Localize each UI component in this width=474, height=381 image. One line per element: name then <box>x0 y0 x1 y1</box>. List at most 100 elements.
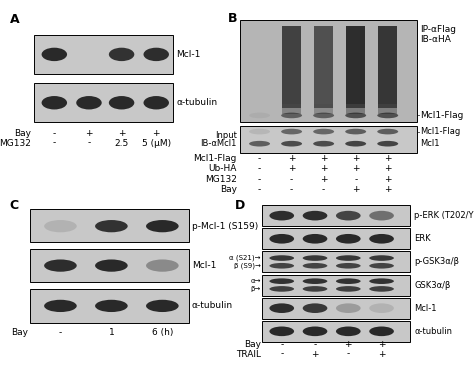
Ellipse shape <box>249 129 270 134</box>
Text: MG132: MG132 <box>205 175 237 184</box>
Ellipse shape <box>146 259 179 272</box>
Ellipse shape <box>76 96 102 109</box>
Ellipse shape <box>281 141 302 147</box>
Text: +: + <box>378 340 385 349</box>
Ellipse shape <box>269 255 294 261</box>
Bar <box>240 19 417 122</box>
Ellipse shape <box>269 211 294 221</box>
Bar <box>30 209 189 242</box>
Text: +: + <box>384 165 392 173</box>
Text: IP-αFlag: IP-αFlag <box>420 24 456 34</box>
Text: -: - <box>258 175 261 184</box>
Text: +: + <box>384 186 392 194</box>
Text: +: + <box>345 340 352 349</box>
Ellipse shape <box>369 303 394 313</box>
Bar <box>262 298 410 319</box>
Ellipse shape <box>377 113 398 118</box>
Ellipse shape <box>303 234 328 243</box>
Ellipse shape <box>144 48 169 61</box>
Ellipse shape <box>377 141 398 147</box>
Text: p-GSK3α/β: p-GSK3α/β <box>414 258 459 266</box>
Text: +: + <box>352 186 359 194</box>
Ellipse shape <box>95 300 128 312</box>
Text: +: + <box>288 154 295 163</box>
Text: +: + <box>288 165 295 173</box>
Text: 2.5: 2.5 <box>114 139 129 147</box>
Ellipse shape <box>144 96 169 109</box>
Text: 1: 1 <box>109 328 114 337</box>
Bar <box>314 26 333 108</box>
Ellipse shape <box>303 286 328 292</box>
Bar <box>262 205 410 226</box>
Ellipse shape <box>42 48 67 61</box>
Ellipse shape <box>303 255 328 261</box>
Ellipse shape <box>369 286 394 292</box>
Ellipse shape <box>369 327 394 336</box>
Text: -: - <box>87 139 91 147</box>
Bar <box>378 26 397 108</box>
Text: +: + <box>352 154 359 163</box>
Bar <box>34 83 173 122</box>
Text: +: + <box>311 350 319 359</box>
Text: -: - <box>346 350 350 359</box>
Text: -: - <box>258 154 261 163</box>
Ellipse shape <box>303 211 328 221</box>
Ellipse shape <box>303 279 328 284</box>
Text: Mcl1-Flag: Mcl1-Flag <box>420 127 460 136</box>
Ellipse shape <box>269 263 294 269</box>
Ellipse shape <box>313 129 334 134</box>
Text: Mcl-1: Mcl-1 <box>192 261 216 270</box>
Text: Mcl1: Mcl1 <box>420 139 439 148</box>
Text: β→: β→ <box>251 286 261 292</box>
Text: α-tubulin: α-tubulin <box>414 327 452 336</box>
Text: Mcl-1: Mcl-1 <box>414 304 437 313</box>
Text: α-tubulin: α-tubulin <box>192 301 233 311</box>
Ellipse shape <box>146 220 179 232</box>
Text: -: - <box>59 328 62 337</box>
Bar <box>378 104 397 114</box>
Text: -: - <box>280 350 283 359</box>
Text: -: - <box>53 129 56 138</box>
Ellipse shape <box>369 263 394 269</box>
Text: 5 (μM): 5 (μM) <box>142 139 171 147</box>
Ellipse shape <box>269 279 294 284</box>
Ellipse shape <box>269 327 294 336</box>
Bar <box>314 104 333 114</box>
Text: -: - <box>258 165 261 173</box>
Ellipse shape <box>249 141 270 147</box>
Text: C: C <box>9 199 18 212</box>
Ellipse shape <box>377 129 398 134</box>
Bar <box>30 249 189 282</box>
Bar <box>262 251 410 272</box>
Ellipse shape <box>336 211 361 221</box>
Text: -: - <box>53 139 56 147</box>
Bar <box>346 26 365 108</box>
Text: Mcl1-Flag: Mcl1-Flag <box>193 154 237 163</box>
Text: +: + <box>384 175 392 184</box>
Ellipse shape <box>281 129 302 134</box>
Ellipse shape <box>336 263 361 269</box>
Ellipse shape <box>303 303 328 313</box>
Ellipse shape <box>336 255 361 261</box>
Text: TRAIL: TRAIL <box>236 350 261 359</box>
Text: Mcl-1: Mcl-1 <box>176 50 201 59</box>
Ellipse shape <box>336 279 361 284</box>
Bar <box>30 289 189 323</box>
Text: +: + <box>118 129 125 138</box>
Text: α-tubulin: α-tubulin <box>176 98 218 107</box>
Ellipse shape <box>44 259 77 272</box>
Text: -: - <box>354 175 357 184</box>
Bar <box>262 275 410 296</box>
Ellipse shape <box>146 300 179 312</box>
Ellipse shape <box>44 220 77 232</box>
Ellipse shape <box>313 113 334 118</box>
Text: ERK: ERK <box>414 234 431 243</box>
Ellipse shape <box>345 141 366 147</box>
Bar <box>262 321 410 342</box>
Ellipse shape <box>303 263 328 269</box>
Ellipse shape <box>369 211 394 221</box>
Ellipse shape <box>269 286 294 292</box>
Text: +: + <box>320 154 328 163</box>
Text: -: - <box>290 186 293 194</box>
Bar <box>262 228 410 249</box>
